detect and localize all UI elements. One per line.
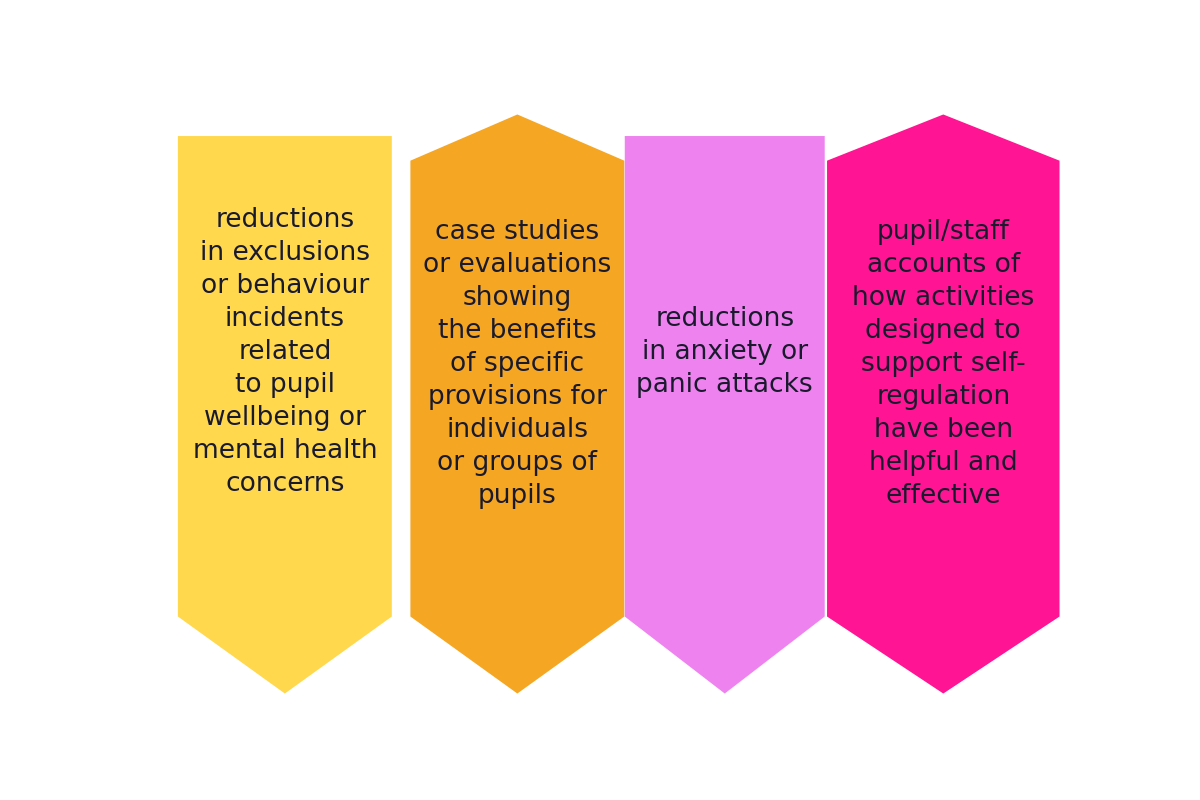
Polygon shape xyxy=(410,114,624,694)
Polygon shape xyxy=(625,136,824,694)
Text: reductions
in exclusions
or behaviour
incidents
related
to pupil
wellbeing or
me: reductions in exclusions or behaviour in… xyxy=(192,206,377,497)
Polygon shape xyxy=(178,136,391,694)
Text: reductions
in anxiety or
panic attacks: reductions in anxiety or panic attacks xyxy=(636,306,814,398)
Text: case studies
or evaluations
showing
the benefits
of specific
provisions for
indi: case studies or evaluations showing the … xyxy=(424,219,612,509)
Polygon shape xyxy=(827,114,1060,694)
Text: pupil/staff
accounts of
how activities
designed to
support self-
regulation
have: pupil/staff accounts of how activities d… xyxy=(852,219,1034,509)
